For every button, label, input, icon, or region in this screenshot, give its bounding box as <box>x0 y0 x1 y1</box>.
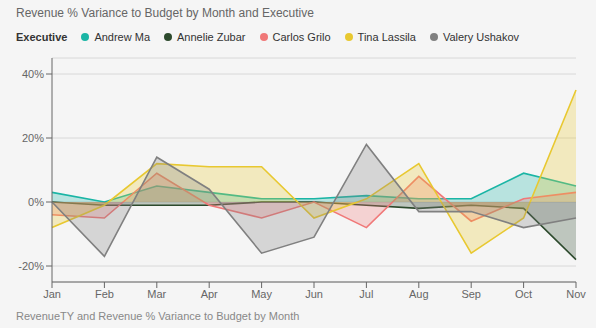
svg-text:40%: 40% <box>22 68 44 80</box>
svg-text:Apr: Apr <box>201 288 218 300</box>
svg-text:Jul: Jul <box>359 288 373 300</box>
html-text:Revenue % Variance to Budget b: Revenue % Variance to Budget by Month an… <box>16 6 314 20</box>
svg-text:Jun: Jun <box>305 288 323 300</box>
html-text:Valery Ushakov: Valery Ushakov <box>442 31 520 43</box>
svg-text:Feb: Feb <box>95 288 114 300</box>
svg-text:0%: 0% <box>28 196 44 208</box>
html-text:Andrew Ma: Andrew Ma <box>94 31 150 43</box>
html-text:Tina Lassila: Tina Lassila <box>357 31 416 43</box>
html-text:Executive: Executive <box>16 31 68 43</box>
html-text:Annelie Zubar: Annelie Zubar <box>177 31 246 43</box>
svg-text:May: May <box>251 288 272 300</box>
svg-text:Mar: Mar <box>147 288 166 300</box>
html-text:RevenueTY and Revenue % Varian: RevenueTY and Revenue % Variance to Budg… <box>16 310 300 322</box>
svg-text:-20%: -20% <box>18 260 44 272</box>
svg-text:Oct: Oct <box>515 288 532 300</box>
html-text:Carlos Grilo: Carlos Grilo <box>272 31 331 43</box>
svg-text:Aug: Aug <box>409 288 429 300</box>
svg-text:Jan: Jan <box>43 288 61 300</box>
svg-text:Nov: Nov <box>566 288 586 300</box>
svg-text:Sep: Sep <box>461 288 481 300</box>
svg-text:20%: 20% <box>22 132 44 144</box>
